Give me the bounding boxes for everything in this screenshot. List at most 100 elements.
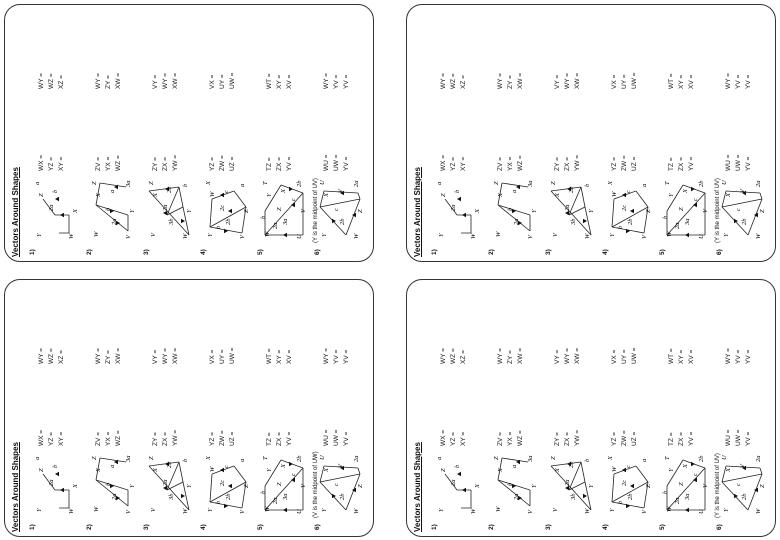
arrow-icon [291,202,295,208]
vertex-label: c [735,208,742,211]
vertex-label: c [223,465,230,468]
diagram-edge [319,190,325,208]
equation-column: TZ = ZX = YV = [667,157,697,171]
equation-column: WU = UW = YV = [322,430,352,446]
vertex-label: W [611,191,618,197]
vector-equation: WY = [323,348,330,364]
vertex-label: V [552,507,559,512]
vertex-label: a [34,457,41,460]
arrow-icon [289,186,293,192]
equation-column: WY = YV = YV = [724,348,754,364]
vertex-label: Y [36,232,43,237]
vertex-label: U [698,508,705,514]
vector-equation: WU = [725,429,732,446]
vector-diagram: V Y W Z Xc 2c 2b a b [205,180,250,239]
diagram-edge [42,473,56,491]
question-5: 5) U W Y V T X Z 3a 2b 2a c b TZ = ZX = YV = WT = XY = XV … [255,11,309,255]
diagram-edge [550,465,592,511]
vertex-label: U [698,233,705,239]
vertex-label: T [664,181,671,185]
vertex-label: X [554,467,561,473]
vertex-label: Z [645,484,652,488]
vector-equation: TZ = [668,432,675,446]
diagram-edge [635,465,649,483]
vertex-label: T [262,456,269,460]
diagram-edge [444,473,458,491]
diagram-edge [611,206,649,228]
vertex-label: Y [668,467,675,472]
vector-equation: WT = [266,73,273,89]
diagram-edge [148,190,190,236]
vertex-label: 3a [125,181,132,189]
diagram-edge [209,198,213,228]
diagram-edge [319,473,361,483]
arrow-icon [332,493,336,499]
question-number: 1) [431,524,438,530]
vertex-label: a [109,190,116,193]
diagram-edge [550,190,592,236]
vector-equation: YV = [333,349,340,364]
arrow-icon [224,228,228,234]
vertex-label: W [353,508,360,514]
vertex-label: 2a [162,205,169,212]
arrow-icon [220,192,224,198]
arrow-icon [163,210,167,216]
vector-equation: UW = [229,72,236,89]
vertex-label: b [215,500,222,504]
vertex-label: U [319,454,326,460]
vertex-label: X [280,463,287,469]
vertex-label: b [507,207,514,211]
vertex-label: W [93,506,100,512]
vertex-label: V [552,232,559,237]
diagram-edge [264,467,304,511]
vector-equation: WY = [162,73,169,89]
arrow-icon [742,190,746,196]
vertex-label: b [584,458,591,462]
vector-equation: WX = [440,429,447,446]
vertex-label: Y [588,483,595,488]
vector-equation: ZY = [152,157,159,171]
vertex-label: X [497,467,504,473]
diagram-edge [178,461,184,483]
question-number: 5) [659,524,666,530]
vector-equation: ZX = [162,157,169,171]
vertex-label: X [152,467,159,473]
vector-equation: VY = [554,349,561,364]
vertex-label: X [95,192,102,198]
vertex-label: W [68,233,75,239]
vector-equation: XW = [574,72,581,89]
diagram-edge [264,459,282,487]
diagram-edge [501,182,529,188]
vector-equation: YV = [343,431,350,446]
vertex-label: 3b [168,493,175,501]
equation-column: VX = UY = UW = [610,73,640,89]
vertex-label: Z [91,456,98,460]
vertex-label: U [319,179,326,185]
diagram-edge [209,473,213,503]
equation-column: WX = YZ = XY = [37,155,67,171]
vector-equation: XY = [460,156,467,171]
vertex-label: 2a [674,223,681,230]
vertex-label: Y [668,192,675,197]
vertex-label: Z [678,482,685,486]
vertex-label: W [182,508,189,514]
arrow-icon [583,493,587,499]
arrow-icon [565,210,569,216]
vector-equation: YX = [105,431,112,446]
vertex-label: 3a [282,494,289,502]
arrow-icon [55,196,59,202]
question-number: 5) [659,249,666,255]
arrow-icon [110,208,114,214]
vector-diagram: W Y Z Xa b 2a [34,182,79,239]
vertex-label: 2b [166,186,173,193]
vector-equation: XZ = [58,350,65,364]
vertex-label: b [260,490,267,494]
vertex-label: 2a [272,223,279,230]
